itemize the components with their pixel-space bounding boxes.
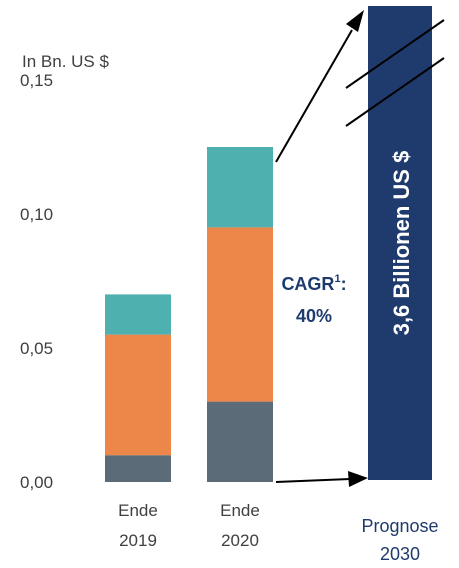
- growth-arrow-line: [275, 29, 353, 163]
- y-tick-label: 0,15: [20, 71, 53, 90]
- bar-segment: [207, 227, 273, 402]
- forecast-label-line2: 2030: [380, 544, 420, 564]
- bar-group: [105, 147, 273, 482]
- category-label-line2: 2019: [119, 531, 157, 550]
- cagr-text: CAGR: [281, 274, 334, 294]
- cagr-superscript: 1: [334, 273, 340, 285]
- bar-segment: [105, 334, 171, 456]
- y-tick-label: 0,00: [20, 473, 53, 492]
- cagr-colon: :: [341, 274, 347, 294]
- bar-segment: [105, 294, 171, 335]
- category-label-line1: Ende: [118, 501, 158, 520]
- growth-arrow-head: [346, 10, 364, 32]
- axis-break-line: [345, 19, 445, 89]
- forecast-value: 3,6 Billionen US $: [389, 151, 414, 336]
- forecast-label-line1: Prognose: [361, 516, 438, 536]
- bar-segment: [207, 147, 273, 228]
- unit-label: In Bn. US $: [22, 52, 109, 71]
- category-label-line2: 2020: [221, 531, 259, 550]
- cagr-label: CAGR1:: [281, 273, 346, 294]
- cagr-value: 40%: [296, 306, 332, 326]
- base-arrow-head: [348, 471, 368, 487]
- y-tick-label: 0,10: [20, 205, 53, 224]
- bar-segment: [105, 455, 171, 482]
- category-label-line1: Ende: [220, 501, 260, 520]
- bar-segment: [207, 401, 273, 482]
- axis-break-line: [345, 57, 445, 127]
- base-arrow-line: [275, 478, 351, 483]
- y-tick-label: 0,05: [20, 339, 53, 358]
- forecast-bar: [368, 6, 432, 480]
